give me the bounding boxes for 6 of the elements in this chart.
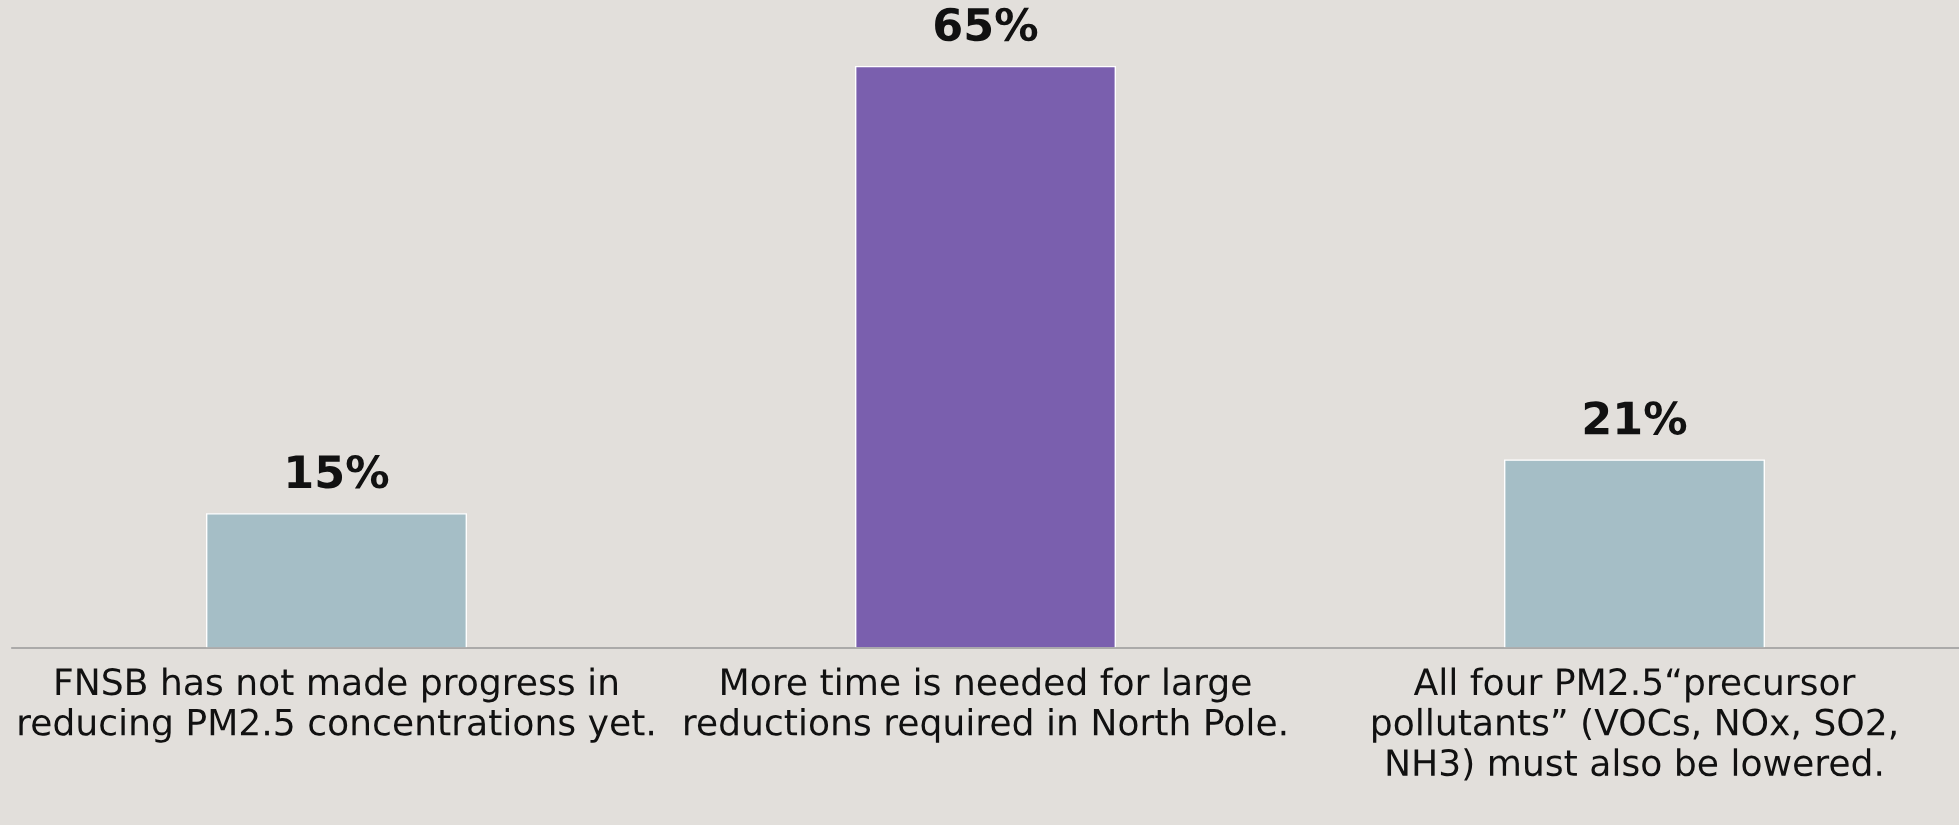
data-label: 21% — [1584, 401, 1687, 435]
x-tick-label: More time is needed for large reductions required in North Pole. — [685, 667, 1286, 743]
data-label: 65% — [935, 7, 1038, 42]
x-tick-label: FNSB has not made progress in reducing PM2.5 concentrations yet. — [19, 667, 653, 743]
x-tick-label: All four PM2.5“precursor pollutants” (VOCs, NOx, SO2, NH3) must also be lowered. — [1373, 667, 1896, 781]
data-label: 15% — [288, 454, 389, 489]
